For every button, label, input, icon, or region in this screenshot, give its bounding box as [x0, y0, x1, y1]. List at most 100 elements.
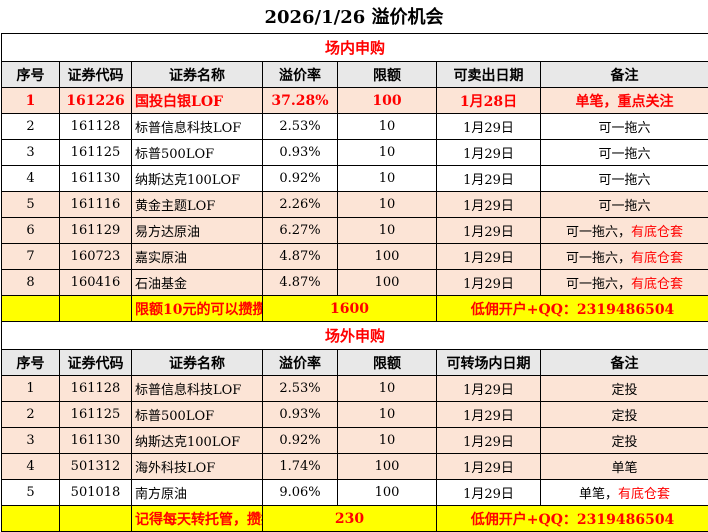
security-name: 国投白银LOF	[132, 88, 263, 114]
security-code: 161125	[60, 140, 132, 166]
note-text: 可一拖六	[599, 147, 651, 162]
note: 定投	[541, 402, 708, 428]
note: 单笔，重点关注	[541, 88, 708, 114]
limit: 100	[338, 244, 437, 270]
security-code: 161130	[60, 166, 132, 192]
note: 可一拖六	[541, 166, 708, 192]
column-header: 可卖出日期	[437, 62, 541, 88]
column-header: 限额	[338, 350, 437, 376]
date: 1月29日	[437, 428, 541, 454]
premium-rate: 1.74%	[263, 454, 338, 480]
date: 1月29日	[437, 140, 541, 166]
note-highlight: 有底仓套	[631, 277, 683, 292]
note-text: 单笔，	[579, 487, 618, 502]
security-name: 纳斯达克100LOF	[132, 428, 263, 454]
section-title: 场内申购	[2, 34, 708, 62]
column-header: 限额	[338, 62, 437, 88]
row-number: 1	[2, 88, 60, 114]
empty-cell	[60, 506, 132, 532]
section-title: 场外申购	[2, 322, 708, 350]
security-code: 501018	[60, 480, 132, 506]
limit: 100	[338, 480, 437, 506]
premium-rate: 0.92%	[263, 428, 338, 454]
limit: 100	[338, 454, 437, 480]
note-text: 定投	[612, 409, 638, 424]
premium-rate: 2.53%	[263, 114, 338, 140]
limit: 100	[338, 88, 437, 114]
security-name: 嘉实原油	[132, 244, 263, 270]
note-text: 定投	[612, 435, 638, 450]
column-header: 序号	[2, 350, 60, 376]
row-number: 4	[2, 454, 60, 480]
summary-total: 230	[263, 506, 437, 532]
note: 定投	[541, 376, 708, 402]
column-header: 证券名称	[132, 350, 263, 376]
date: 1月29日	[437, 166, 541, 192]
note-text: 可一拖六，	[566, 251, 631, 266]
security-code: 161116	[60, 192, 132, 218]
note-highlight: 有底仓套	[631, 251, 683, 266]
note: 可一拖六	[541, 192, 708, 218]
security-name: 海外科技LOF	[132, 454, 263, 480]
limit: 10	[338, 166, 437, 192]
note: 可一拖六	[541, 114, 708, 140]
row-number: 2	[2, 114, 60, 140]
premium-rate: 37.28%	[263, 88, 338, 114]
security-name: 南方原油	[132, 480, 263, 506]
date: 1月29日	[437, 270, 541, 296]
date: 1月29日	[437, 192, 541, 218]
security-code: 161125	[60, 402, 132, 428]
limit: 10	[338, 192, 437, 218]
row-number: 5	[2, 192, 60, 218]
limit: 10	[338, 376, 437, 402]
premium-rate: 0.93%	[263, 140, 338, 166]
column-header: 备注	[541, 350, 708, 376]
security-code: 161226	[60, 88, 132, 114]
row-number: 6	[2, 218, 60, 244]
column-header: 证券名称	[132, 62, 263, 88]
limit: 10	[338, 218, 437, 244]
note-text: 可一拖六	[599, 199, 651, 214]
security-code: 161129	[60, 218, 132, 244]
premium-rate: 4.87%	[263, 244, 338, 270]
row-number: 4	[2, 166, 60, 192]
note-text: 可一拖六	[599, 173, 651, 188]
security-code: 160416	[60, 270, 132, 296]
row-number: 8	[2, 270, 60, 296]
column-header: 证券代码	[60, 62, 132, 88]
summary-text: 记得每天转托管，攒攒再卖	[132, 506, 263, 532]
row-number: 7	[2, 244, 60, 270]
date: 1月29日	[437, 376, 541, 402]
row-number: 3	[2, 140, 60, 166]
column-header: 证券代码	[60, 350, 132, 376]
date: 1月29日	[437, 454, 541, 480]
premium-rate: 9.06%	[263, 480, 338, 506]
security-code: 501312	[60, 454, 132, 480]
section-title-row: 场外申购	[2, 322, 708, 350]
limit: 10	[338, 114, 437, 140]
column-header: 溢价率	[263, 350, 338, 376]
empty-cell	[2, 506, 60, 532]
date: 1月29日	[437, 244, 541, 270]
note: 单笔，有底仓套	[541, 480, 708, 506]
note: 可一拖六，有底仓套	[541, 270, 708, 296]
note: 可一拖六	[541, 140, 708, 166]
column-header: 溢价率	[263, 62, 338, 88]
summary-total: 1600	[263, 296, 437, 322]
column-header: 备注	[541, 62, 708, 88]
security-name: 黄金主题LOF	[132, 192, 263, 218]
section-title-row: 场内申购	[2, 34, 708, 62]
security-code: 161130	[60, 428, 132, 454]
security-name: 纳斯达克100LOF	[132, 166, 263, 192]
